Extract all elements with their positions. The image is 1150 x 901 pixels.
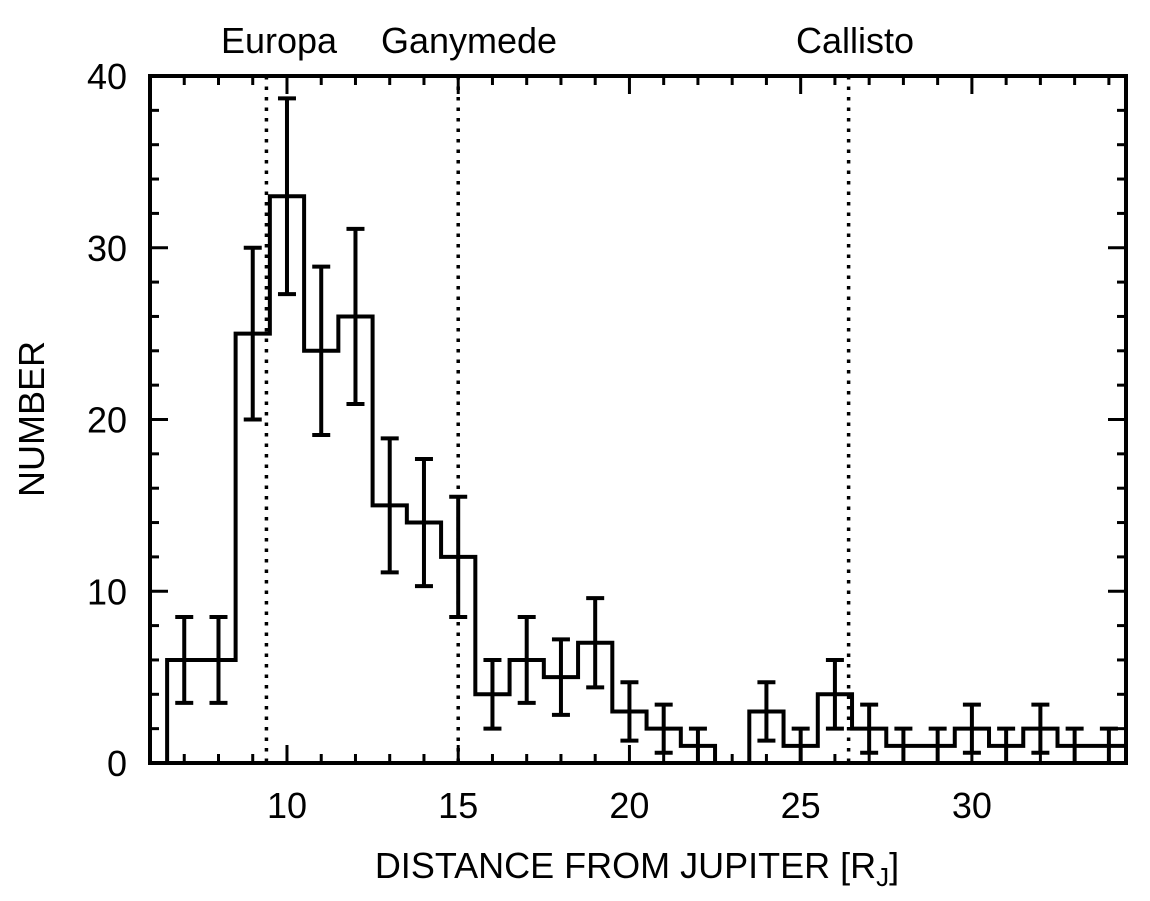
x-axis-label-subscript: J bbox=[876, 862, 889, 892]
y-tick-label: 10 bbox=[87, 571, 127, 612]
y-tick-label: 30 bbox=[87, 228, 127, 269]
error-bar bbox=[380, 436, 399, 575]
reference-lines bbox=[264, 76, 851, 763]
x-axis-label: DISTANCE FROM JUPITER [RJ] bbox=[375, 845, 899, 892]
error-bar bbox=[312, 264, 331, 437]
moon-label-europa: Europa bbox=[221, 20, 338, 61]
error-bar bbox=[414, 457, 433, 589]
plot-border bbox=[148, 74, 1128, 765]
error-bar bbox=[1031, 702, 1050, 755]
error-bar bbox=[209, 615, 228, 705]
y-tick-label: 20 bbox=[87, 400, 127, 441]
error-bar bbox=[175, 615, 194, 705]
error-bars bbox=[175, 96, 1118, 765]
plot-frame bbox=[148, 74, 1128, 765]
error-bar bbox=[483, 657, 502, 731]
histogram-outline bbox=[165, 194, 1128, 765]
x-axis-label-close: ] bbox=[889, 845, 899, 886]
y-tick-label: 40 bbox=[87, 56, 127, 97]
moon-labels: Europa Ganymede Callisto bbox=[221, 20, 914, 61]
moon-label-ganymede: Ganymede bbox=[381, 20, 557, 61]
x-tick-label: 15 bbox=[438, 785, 478, 826]
y-axis-label: NUMBER bbox=[11, 341, 52, 497]
error-bar bbox=[825, 657, 844, 731]
histogram-bars bbox=[165, 194, 1128, 765]
error-bar bbox=[277, 96, 296, 297]
error-bar bbox=[757, 680, 776, 743]
y-tick-label: 0 bbox=[107, 743, 127, 784]
tick-labels: 10 15 20 25 30 0 10 20 30 40 bbox=[87, 56, 992, 826]
axis-ticks bbox=[148, 74, 1126, 765]
moon-label-callisto: Callisto bbox=[796, 20, 914, 61]
x-tick-label: 10 bbox=[267, 785, 307, 826]
error-bar bbox=[860, 702, 879, 755]
error-bar bbox=[551, 637, 570, 717]
x-tick-label: 20 bbox=[609, 785, 649, 826]
x-tick-label: 25 bbox=[781, 785, 821, 826]
error-bar bbox=[620, 680, 639, 743]
error-bar bbox=[449, 494, 468, 620]
error-bar bbox=[346, 226, 365, 407]
x-axis-label-main: DISTANCE FROM JUPITER [R bbox=[375, 845, 876, 886]
error-bar bbox=[586, 596, 605, 690]
x-tick-label: 30 bbox=[952, 785, 992, 826]
error-bar bbox=[517, 615, 536, 705]
error-bar bbox=[243, 245, 262, 422]
error-bar bbox=[654, 702, 673, 755]
